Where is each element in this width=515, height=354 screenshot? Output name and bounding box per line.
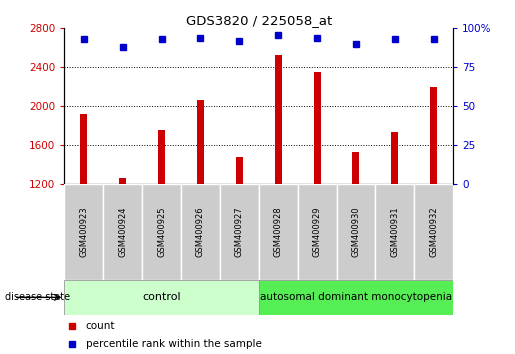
Bar [80,114,88,184]
Bar [259,280,453,315]
Text: GSM400927: GSM400927 [235,206,244,257]
Bar [64,184,103,280]
Bar [197,101,204,184]
Bar [64,280,259,315]
Bar [314,72,321,184]
Bar [181,184,220,280]
Bar [430,87,437,184]
Text: GSM400923: GSM400923 [79,206,88,257]
Bar [119,178,126,184]
Text: GSM400931: GSM400931 [390,206,399,257]
Text: GSM400932: GSM400932 [430,206,438,257]
Text: disease state: disease state [5,292,70,302]
Bar [414,184,453,280]
Bar [298,184,336,280]
Bar [337,184,375,280]
Text: control: control [142,292,181,302]
Bar [103,184,142,280]
Text: GSM400926: GSM400926 [196,206,205,257]
Text: count: count [86,321,115,331]
Text: autosomal dominant monocytopenia: autosomal dominant monocytopenia [260,292,452,302]
Bar [142,184,181,280]
Text: GSM400929: GSM400929 [313,207,321,257]
Text: GSM400928: GSM400928 [274,206,283,257]
Bar [391,131,399,184]
Bar [375,184,414,280]
Title: GDS3820 / 225058_at: GDS3820 / 225058_at [186,14,332,27]
Bar [274,55,282,184]
Text: GSM400924: GSM400924 [118,207,127,257]
Text: GSM400930: GSM400930 [352,206,360,257]
Bar [259,184,298,280]
Bar [220,184,259,280]
Text: GSM400925: GSM400925 [157,207,166,257]
Bar [158,130,165,184]
Text: percentile rank within the sample: percentile rank within the sample [86,339,262,349]
Bar [352,152,359,184]
Bar [236,157,243,184]
